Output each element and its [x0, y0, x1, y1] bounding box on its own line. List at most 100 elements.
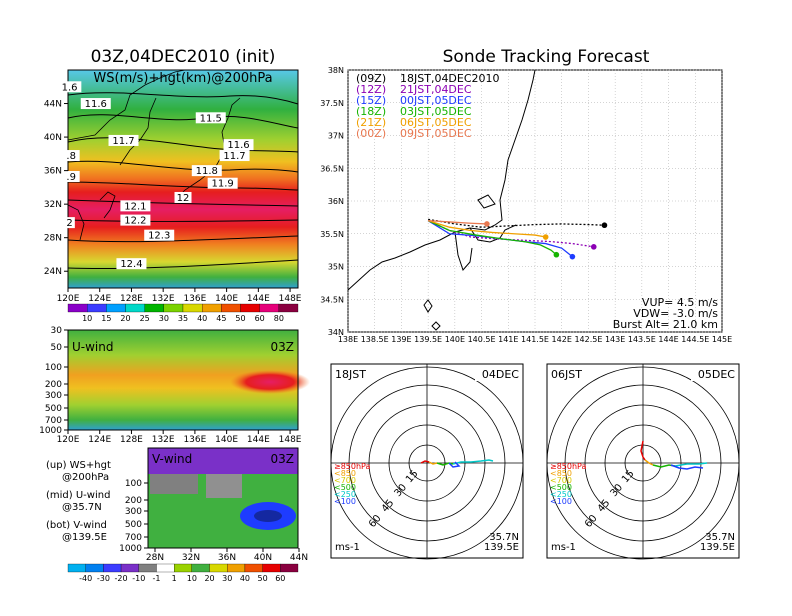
- height-label-bg: [80, 98, 111, 110]
- colorbar-label: -10: [132, 574, 145, 583]
- u-wind-panel: U-wind 03Z 120E 124E 128E 132E 136E 140E 144E 1…: [39, 326, 310, 445]
- ws-colorbar: 10 15 20 25 30 35 40 45 50 60 80: [67, 303, 299, 323]
- y-tick-label: 100: [125, 479, 142, 489]
- x-tick-label: 132E: [152, 294, 175, 304]
- x-tick-label: 144E: [658, 335, 678, 344]
- colorbar-cell: [87, 303, 107, 313]
- legend-time: 21JST,04DEC: [400, 83, 472, 96]
- polar-unit: ms-1: [335, 542, 360, 553]
- colorbar-label: 30: [159, 314, 169, 323]
- v-wind-title: V-wind: [152, 452, 192, 466]
- track-line: [427, 220, 594, 248]
- height-label: 11.5: [200, 113, 222, 124]
- colorbar-label: 30: [222, 574, 232, 583]
- height-label-bg: [116, 258, 147, 270]
- side-note-head: (bot) V-wind: [46, 520, 107, 531]
- pressure-legend-item: <850: [550, 469, 572, 478]
- ws-map-panel: WS(m/s)+hgt(km)@200hPa 11.611.511.7 11.61…: [44, 69, 302, 304]
- height-label-bg: [62, 171, 80, 182]
- x-tick-label: 28N: [146, 553, 164, 563]
- pressure-legend-item: <100: [334, 497, 356, 506]
- height-label: 1.6: [62, 82, 78, 93]
- legend-code: (12Z): [356, 83, 386, 96]
- colorbar-cell: [156, 563, 175, 573]
- y-tick-label: 34N: [328, 328, 344, 337]
- y-tick-label: 35N: [328, 263, 344, 272]
- pressure-legend-item: <250: [550, 490, 572, 499]
- legend-code: (18Z): [356, 105, 386, 118]
- x-tick-label: 142E: [552, 335, 572, 344]
- colorbar-label: 20: [120, 314, 130, 323]
- colorbar-cell: [174, 563, 192, 573]
- colorbar-label: 20: [204, 574, 214, 583]
- hodograph-trace: [448, 461, 461, 468]
- side-note-sub: @35.7N: [62, 502, 102, 513]
- height-label: 12.2: [124, 216, 146, 227]
- x-tick-label: 141.5E: [521, 335, 549, 344]
- legend-time: 00JST,05DEC: [400, 94, 472, 107]
- y-tick-label: 36.5N: [320, 164, 344, 173]
- height-label: 11.8: [196, 166, 218, 177]
- track-endpoint: [601, 222, 608, 229]
- hodograph-trace: [674, 462, 708, 467]
- height-label: 11.6: [227, 140, 249, 151]
- burst-label: Burst Alt= 21.0 km: [613, 318, 718, 331]
- track-endpoint: [569, 253, 576, 260]
- height-label-bg: [207, 177, 238, 189]
- y-tick-label: 300: [125, 507, 142, 517]
- y-tick-label: 24N: [44, 267, 62, 277]
- y-tick-label: 500: [125, 520, 142, 530]
- height-label: 11.7: [223, 151, 245, 162]
- polar-time-right: 05DEC: [698, 368, 735, 381]
- colorbar-label: 40: [240, 574, 250, 583]
- polar-lon: 139.5E: [484, 542, 519, 553]
- track-map-panel: 138E 138.5E 139E 139.5E 140E 140.5E 141E 141.5E…: [320, 66, 732, 344]
- pressure-legend-item: <500: [334, 483, 356, 492]
- height-label-bg: [174, 191, 192, 203]
- x-tick-label: 44N: [290, 553, 308, 563]
- pressure-legend-item: <700: [550, 476, 572, 485]
- hodograph-trace: [428, 461, 438, 465]
- x-tick-label: 139E: [391, 335, 411, 344]
- legend-time: 06JST,05DEC: [400, 116, 472, 129]
- colorbar-label: -40: [79, 574, 92, 583]
- x-tick-label: 143.5E: [628, 335, 656, 344]
- x-tick-label: 140E: [445, 335, 465, 344]
- y-tick-label: 200: [45, 380, 62, 390]
- hodograph-trace: [420, 460, 430, 464]
- hodograph-trace: [436, 462, 454, 466]
- colorbar-cell: [138, 563, 157, 573]
- x-tick-label: 143E: [605, 335, 625, 344]
- legend-time: 09JST,05DEC: [400, 127, 472, 140]
- vdw-label: VDW= -3.0 m/s: [633, 307, 718, 320]
- y-tick-label: 28N: [44, 234, 62, 244]
- y-tick-label: 200: [125, 496, 142, 506]
- colorbar-cell: [85, 563, 104, 573]
- x-tick-label: 128E: [120, 294, 143, 304]
- u-wind-title: U-wind: [72, 340, 113, 354]
- x-tick-label: 148E: [279, 294, 302, 304]
- height-label: 12.3: [148, 231, 170, 242]
- y-tick-label: 1000: [119, 544, 142, 554]
- right-title: Sonde Tracking Forecast: [443, 47, 650, 67]
- colorbar-cell: [262, 563, 281, 573]
- x-tick-label: 120E: [57, 435, 80, 445]
- colorbar-label: 60: [255, 314, 265, 323]
- colorbar-label: 50: [235, 314, 245, 323]
- ws-map-title: WS(m/s)+hgt(km)@200hPa: [93, 71, 272, 86]
- vup-label: VUP= 4.5 m/s: [642, 296, 718, 309]
- left-title: 03Z,04DEC2010 (init): [91, 47, 276, 67]
- polar-time-bg: [549, 367, 589, 381]
- v-wind-time: 03Z: [271, 452, 295, 466]
- side-note-sub: @139.5E: [62, 532, 107, 543]
- x-tick-label: 140.5E: [468, 335, 496, 344]
- x-tick-label: 145E: [712, 335, 732, 344]
- colorbar-cell: [106, 303, 126, 313]
- colorbar-label: -30: [97, 574, 110, 583]
- legend-code: (21Z): [356, 116, 386, 129]
- colorbar-label: 10: [82, 314, 92, 323]
- height-label: 2: [66, 218, 72, 229]
- colorbar-cell: [163, 303, 184, 313]
- y-tick-label: 32N: [44, 200, 62, 210]
